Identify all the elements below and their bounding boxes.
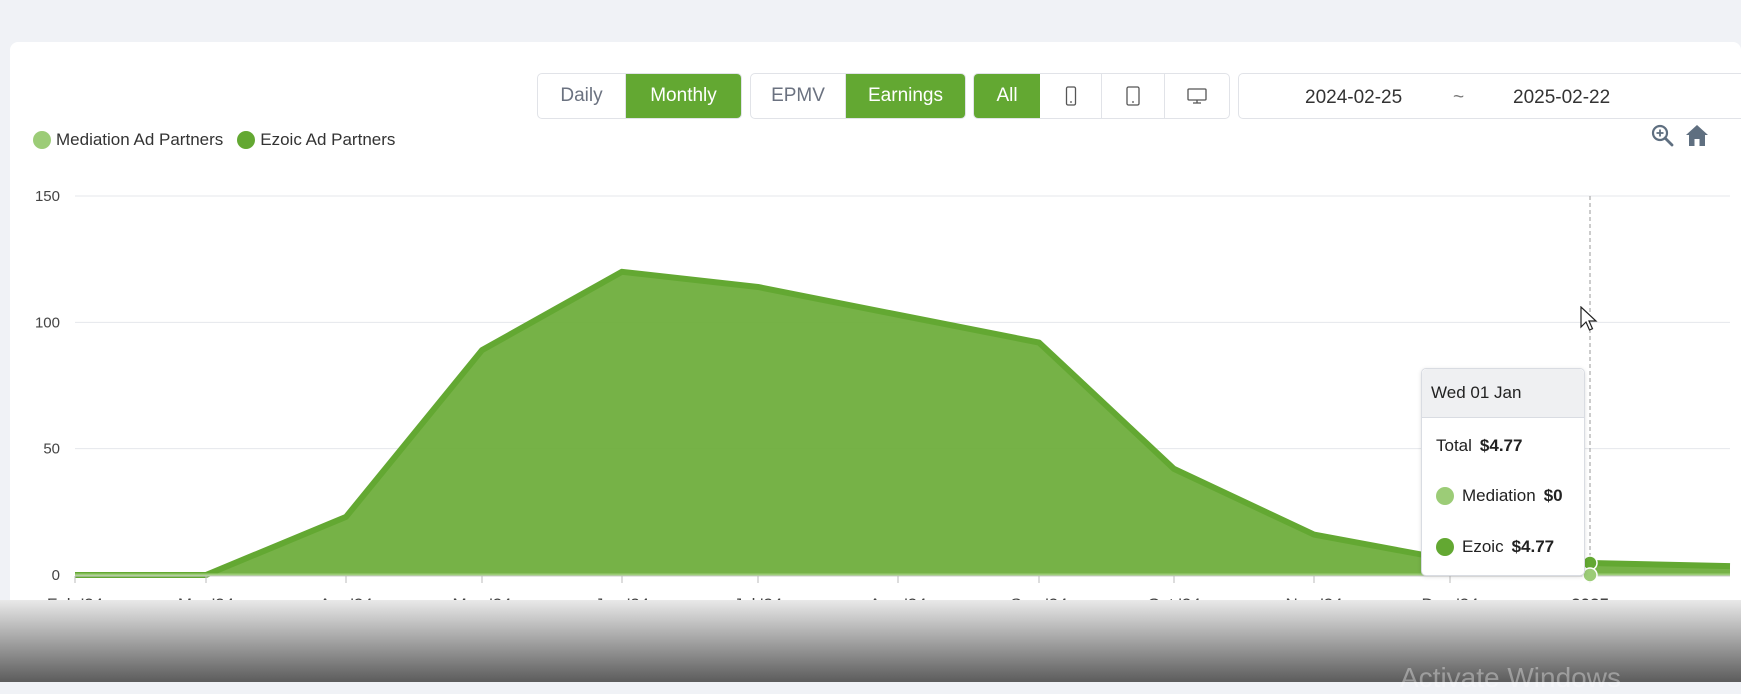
chart-tooltip: Wed 01 Jan Total $4.77 Mediation $0 Ezoi… — [1421, 368, 1585, 576]
tooltip-date: Wed 01 Jan — [1422, 369, 1584, 418]
tooltip-mediation-label: Mediation — [1462, 486, 1536, 505]
date-end: 2025-02-22 — [1513, 87, 1611, 108]
epmv-button[interactable]: EPMV — [751, 74, 846, 118]
chart-legend: Mediation Ad Partners Ezoic Ad Partners — [33, 130, 395, 150]
device-toggle: All — [973, 73, 1230, 119]
tooltip-ezoic-dot — [1436, 538, 1454, 556]
metric-toggle: EPMV Earnings — [750, 73, 966, 119]
tooltip-total-label: Total — [1436, 436, 1472, 455]
earnings-button[interactable]: Earnings — [846, 74, 965, 118]
tooltip-total-value: $4.77 — [1479, 436, 1523, 455]
desktop-button[interactable] — [1165, 74, 1229, 118]
legend-label-ezoic: Ezoic Ad Partners — [260, 130, 396, 149]
mediation-swatch — [33, 131, 51, 149]
monthly-button[interactable]: Monthly — [626, 74, 741, 118]
tooltip-row-ezoic: Ezoic $4.77 — [1436, 537, 1554, 557]
tooltip-mediation-value: $0 — [1543, 486, 1563, 505]
date-separator: ~ — [1453, 87, 1465, 108]
ezoic-swatch — [237, 131, 256, 149]
home-icon[interactable] — [1684, 123, 1710, 149]
y-tick-label: 50 — [43, 441, 60, 458]
tooltip-ezoic-value: $4.77 — [1511, 537, 1555, 556]
legend-item-ezoic[interactable]: Ezoic Ad Partners — [237, 130, 395, 150]
all-devices-button[interactable]: All — [974, 74, 1040, 118]
legend-item-mediation[interactable]: Mediation Ad Partners — [33, 130, 223, 150]
tooltip-row-mediation: Mediation $0 — [1436, 486, 1563, 506]
y-tick-label: 150 — [35, 188, 60, 205]
screen-bottom-shade — [0, 600, 1741, 682]
phone-button[interactable] — [1040, 74, 1102, 118]
tooltip-mediation-dot — [1436, 487, 1454, 505]
legend-label-mediation: Mediation Ad Partners — [56, 130, 224, 149]
daily-button[interactable]: Daily — [538, 74, 626, 118]
date-range-picker[interactable]: 2024-02-25 ~ 2025-02-22 — [1238, 73, 1741, 119]
y-tick-label: 0 — [52, 567, 60, 584]
phone-icon — [1065, 86, 1076, 106]
y-tick-label: 100 — [35, 314, 60, 331]
os-watermark: Activate Windows — [1400, 662, 1621, 693]
tablet-button[interactable] — [1102, 74, 1165, 118]
tooltip-ezoic-label: Ezoic — [1462, 537, 1504, 556]
mediation-hover-point — [1582, 567, 1598, 583]
date-start: 2024-02-25 — [1305, 87, 1403, 108]
zoom-in-icon[interactable] — [1650, 123, 1676, 149]
desktop-icon — [1187, 88, 1207, 104]
period-toggle: Daily Monthly — [537, 73, 742, 119]
tooltip-total: Total $4.77 — [1436, 436, 1522, 456]
tablet-icon — [1126, 86, 1140, 106]
mouse-cursor-icon — [1580, 306, 1598, 331]
